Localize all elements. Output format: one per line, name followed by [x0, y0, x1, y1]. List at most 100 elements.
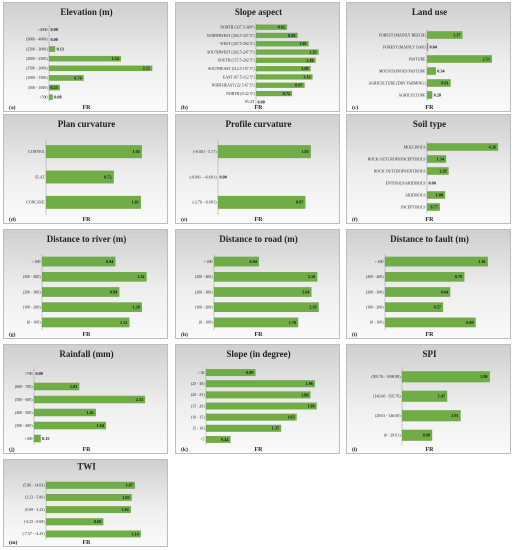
category-label: NORTH (337.5-360°): [220, 25, 255, 29]
value-label: 1.14: [437, 156, 445, 161]
value-label: 1.28: [133, 305, 140, 310]
chart-title: Distance to river (m): [47, 234, 127, 244]
value-label: 1.64: [97, 423, 105, 428]
category-label: (100 - 200): [195, 306, 213, 310]
category-label: (-2.76 - -0.001): [193, 201, 218, 205]
x-axis-label: FR: [426, 447, 435, 453]
category-label: (400 - 500): [15, 411, 33, 415]
category-label: (5.86 - 14.03): [23, 484, 45, 488]
value-label: 0.94: [250, 259, 258, 264]
chart-title: Slope aspect: [235, 7, 282, 17]
chart-svg: Elevation (m)>4000 0.00(3000 - 4000) 0.00(…: [9, 7, 153, 111]
value-label: 0.00: [36, 371, 43, 376]
bar: [45, 493, 132, 501]
value-label: 1.08: [436, 192, 443, 197]
bar: [426, 203, 440, 211]
value-label: 0.91: [441, 80, 448, 85]
category-label: <500: [39, 95, 47, 99]
bar: [33, 382, 80, 391]
chart-title: Profile curvature: [226, 119, 292, 129]
value-label: 1.19: [306, 58, 313, 63]
category-label: ROCK OUTCROPS/ENTISOLS: [374, 169, 426, 173]
panel-tag: (j): [9, 446, 15, 453]
panel-tag: (f): [352, 216, 358, 223]
value-label: 0.57: [434, 305, 441, 310]
chart-panel: SPI (505.76 - 1698.98) 2.86 (146.60 - 505.7…: [346, 344, 511, 454]
category-label: (1000 - 1500): [26, 76, 48, 80]
category-label: (2500 - 3000): [26, 47, 48, 51]
chart-panel: Distance to fault (m) > 400 1.01 (300 - 400…: [346, 229, 511, 339]
panel-tag: (k): [181, 446, 188, 453]
value-label: 1.54: [112, 56, 120, 61]
category-label: (2000 - 2500): [26, 57, 48, 61]
chart-panel: Slope (in degree) > 30 0.89 (25 - 30) 1.96 (2…: [175, 344, 340, 454]
category-label: MOUNTAINOUS PASTURE: [379, 69, 426, 73]
category-label: (300 - 400): [366, 275, 384, 279]
category-label: (20 - 25): [191, 393, 205, 397]
bar: [33, 395, 146, 404]
bar: [255, 90, 293, 97]
category-label: <5: [200, 438, 204, 442]
category-label: (600 - 700): [15, 385, 33, 389]
bar: [255, 66, 311, 72]
bar: [45, 530, 141, 538]
value-label: 1.03: [122, 495, 129, 500]
category-label: WEST (247.5-292.5°): [220, 42, 255, 46]
category-label: MOLLISOLS: [404, 145, 426, 149]
bar: [255, 74, 313, 80]
bar: [33, 421, 107, 430]
bar: [205, 402, 317, 410]
value-label: 0.98: [423, 433, 430, 438]
value-label: 0.99: [110, 289, 117, 294]
category-label: PASTURE: [409, 57, 427, 61]
category-label: > 400: [203, 260, 212, 264]
category-label: FLAT: [35, 175, 45, 179]
x-axis-label: FR: [83, 540, 92, 546]
category-label: (15 - 20): [191, 404, 205, 408]
category-label: (0 - 100): [27, 321, 41, 325]
value-label: 1.34: [137, 274, 145, 279]
bar: [48, 55, 121, 62]
category-label: (200 - 300): [23, 290, 41, 294]
bar: [401, 410, 461, 422]
bar: [426, 67, 436, 75]
value-label: 1.07: [126, 483, 133, 488]
bar: [41, 302, 142, 313]
category-label: INCEPTISOLS: [401, 205, 425, 209]
bar: [213, 271, 318, 282]
value-label: 0.69: [94, 519, 101, 524]
category-label: SOUTHEAST (112.5-157.5°): [208, 67, 255, 71]
category-label: (300 - 400): [195, 275, 213, 279]
value-label: 0.13: [57, 46, 64, 51]
value-label: 0.08: [54, 95, 61, 100]
bar: [45, 145, 142, 159]
value-label: 4.26: [489, 144, 496, 149]
bar: [41, 271, 147, 282]
value-label: 0.15: [42, 436, 49, 441]
chart-title: SPI: [422, 349, 437, 359]
chart-title: Distance to fault (m): [390, 234, 469, 244]
value-label: 0.97: [296, 200, 303, 205]
bar: [48, 65, 153, 72]
value-label: 1.63: [287, 415, 294, 420]
value-label: 2.04: [302, 289, 310, 294]
value-label: 2.86: [480, 374, 487, 379]
category-label: FOREST (MAINLY OAK): [383, 45, 426, 49]
value-label: 1.02: [132, 149, 139, 154]
bar: [205, 413, 297, 421]
category-label: (0 - 100): [370, 321, 384, 325]
bar: [384, 271, 465, 282]
value-label: 0.97: [295, 83, 302, 88]
category-label: (100 - 200): [366, 306, 384, 310]
x-axis-label: FR: [83, 105, 92, 111]
category-label: (0 - 100): [199, 321, 213, 325]
x-axis-label: FR: [83, 217, 92, 223]
category-label: NORTH (0-22.5°): [226, 92, 255, 96]
bar: [384, 317, 476, 328]
bar: [255, 57, 316, 63]
chart-svg: Land use FOREST (MAINLY BEECH) 1.37 FOREST …: [352, 7, 493, 111]
value-label: 1.88: [301, 392, 308, 397]
bar: [205, 435, 231, 443]
x-axis-label: FR: [255, 447, 264, 453]
value-label: 2.21: [143, 66, 150, 71]
